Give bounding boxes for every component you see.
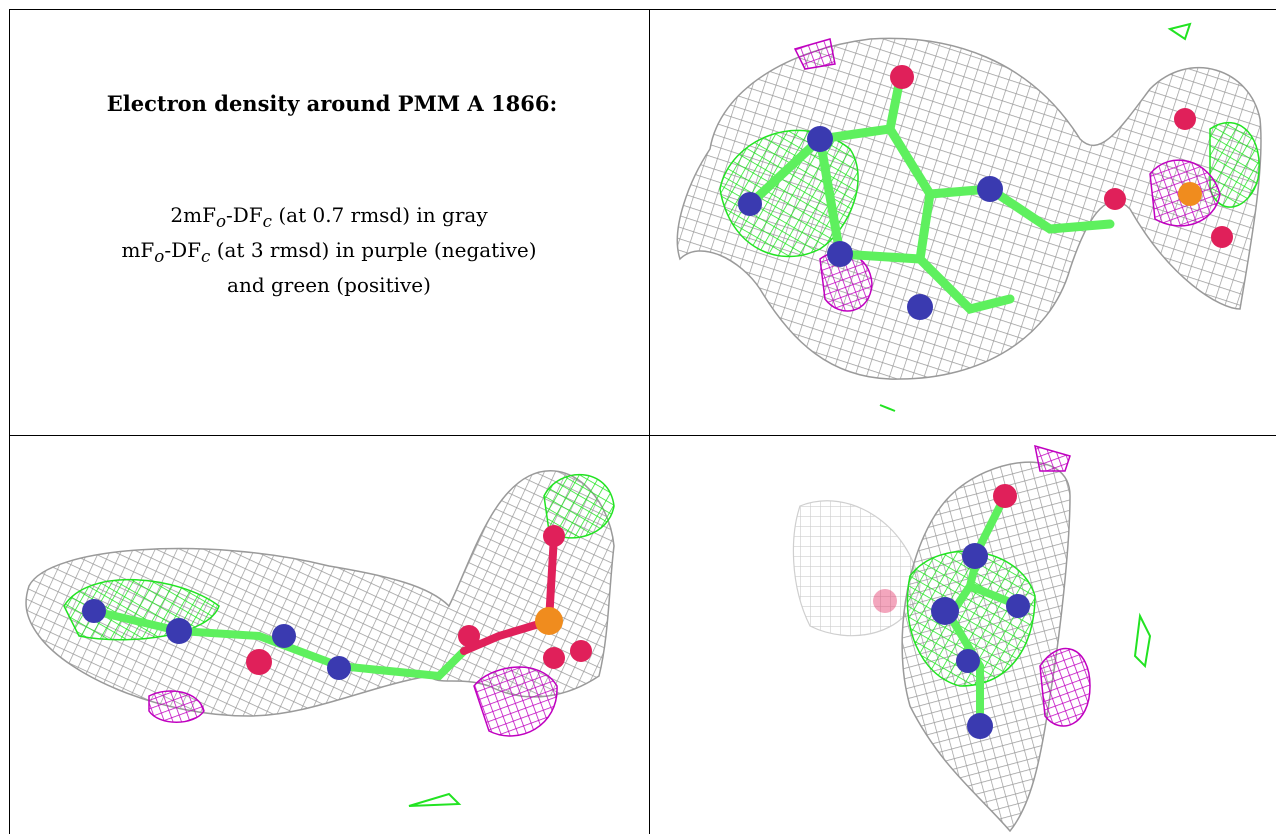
legend-line-fo: mFo-DFc (at 3 rmsd) in purple (negative) (19, 236, 639, 271)
legend-term: -DF (164, 238, 201, 262)
oxygen-atom (1211, 226, 1233, 248)
legend-line-green: and green (positive) (227, 273, 431, 297)
oxygen-atom (1174, 108, 1196, 130)
density-render-bottom-right (792, 444, 1152, 833)
oxygen-atom (246, 649, 272, 675)
phosphorus-atom (535, 607, 563, 635)
legend-sub: c (262, 212, 272, 231)
density-legend: 2mFo-DFc (at 0.7 rmsd) in gray mFo-DFc (… (19, 201, 639, 300)
purple-negative-mesh (1039, 647, 1091, 727)
legend-sub: c (201, 247, 211, 266)
border-center (649, 9, 650, 834)
view-bottom-left (9, 436, 649, 834)
legend-term: mF (121, 238, 155, 262)
nitrogen-atom (82, 599, 106, 623)
purple-negative-mesh (148, 690, 205, 723)
nitrogen-atom (327, 656, 351, 680)
green-fragment (408, 792, 462, 807)
border-left (9, 9, 10, 834)
oxygen-atom (890, 65, 914, 89)
legend-term: -DF (225, 203, 263, 227)
oxygen-atom (1104, 188, 1126, 210)
nitrogen-atom (962, 543, 988, 569)
nitrogen-atom (956, 649, 980, 673)
legend-line-2fo: 2mFo-DFc (at 0.7 rmsd) in gray (19, 201, 639, 236)
view-bottom-right (650, 436, 1276, 834)
border-top (9, 9, 1276, 10)
purple-negative-mesh (473, 666, 558, 737)
nitrogen-atom (827, 241, 853, 267)
nitrogen-atom (166, 618, 192, 644)
green-positive-mesh (543, 474, 615, 539)
density-render-top (676, 22, 1262, 412)
nitrogen-atom (272, 624, 296, 648)
green-positive-mesh (1209, 122, 1260, 208)
green-fragment (1133, 612, 1152, 669)
oxygen-atom (458, 625, 480, 647)
legend-sub: o (215, 212, 226, 231)
purple-negative-mesh (793, 38, 836, 70)
gray-density-mesh (25, 470, 615, 717)
nitrogen-atom (907, 294, 933, 320)
oxygen-atom (570, 640, 592, 662)
nitrogen-atom (1006, 594, 1030, 618)
purple-negative-mesh (1034, 444, 1071, 472)
oxygen-atom (543, 525, 565, 547)
gray-density-mesh-back (792, 500, 921, 637)
gray-density-mesh (676, 37, 1262, 380)
oxygen-atom (543, 647, 565, 669)
phosphorus-atom (1178, 182, 1202, 206)
oxygen-atom (993, 484, 1017, 508)
nitrogen-atom (967, 713, 993, 739)
legend-text: (at 0.7 rmsd) in gray (272, 203, 488, 227)
green-fragment (879, 404, 896, 412)
figure-title: Electron density around PMM A 1866: (106, 91, 558, 116)
oxygen-atom (873, 589, 897, 613)
caption-cell: Electron density around PMM A 1866: 2mFo… (9, 9, 649, 435)
nitrogen-atom (738, 192, 762, 216)
figure-grid: Electron density around PMM A 1866: 2mFo… (9, 9, 1276, 834)
legend-text: (at 3 rmsd) in purple (negative) (210, 238, 537, 262)
nitrogen-atom (807, 126, 833, 152)
green-fragment (1167, 22, 1192, 41)
nitrogen-atom (931, 597, 959, 625)
border-middle (9, 435, 1276, 436)
molecule-bonds (90, 607, 468, 681)
legend-term: 2mF (170, 203, 216, 227)
legend-sub: o (154, 247, 165, 266)
view-top-right (650, 9, 1276, 435)
density-render-bottom-left (25, 470, 615, 807)
nitrogen-atom (977, 176, 1003, 202)
